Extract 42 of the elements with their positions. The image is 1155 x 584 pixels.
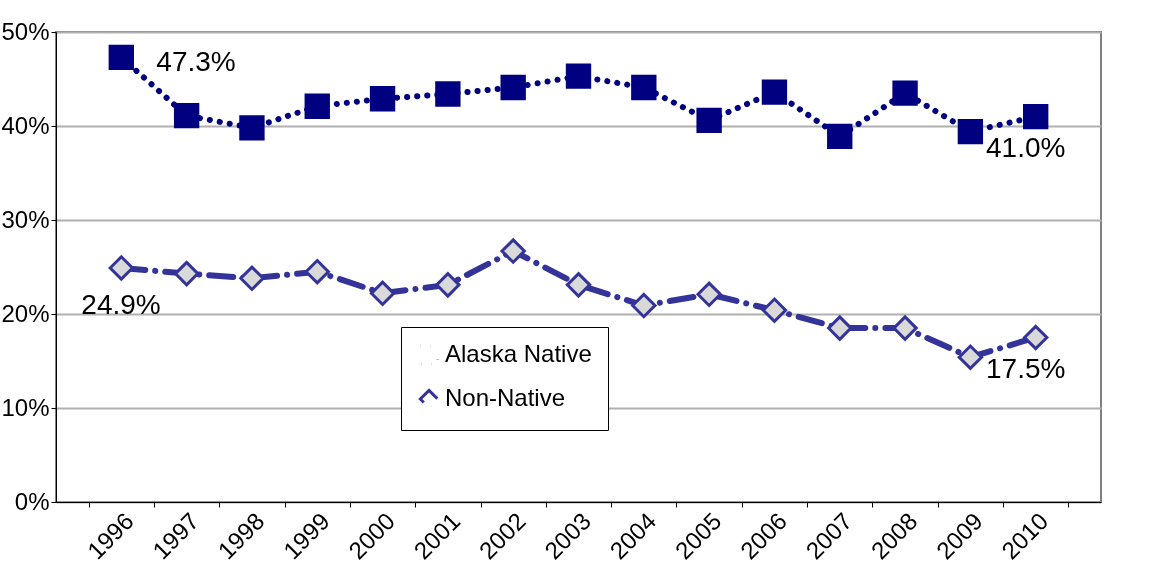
point xyxy=(631,292,657,319)
legend-label: Alaska Native xyxy=(445,340,592,367)
y-tick-label: 0% xyxy=(14,487,50,515)
y-tick-label: 20% xyxy=(1,299,50,327)
legend-label: Non-Native xyxy=(445,384,566,411)
point xyxy=(827,123,853,150)
point xyxy=(369,280,396,306)
point xyxy=(761,79,788,105)
y-tick-label: 50% xyxy=(1,17,50,45)
point xyxy=(369,86,396,112)
point xyxy=(304,93,330,119)
point xyxy=(1023,324,1049,351)
point xyxy=(435,81,461,107)
point xyxy=(173,260,200,287)
point xyxy=(827,315,853,341)
y-tick-label: 30% xyxy=(1,205,50,233)
point xyxy=(957,118,984,145)
point xyxy=(108,255,134,281)
point xyxy=(631,74,657,101)
data-label: 47.3% xyxy=(156,46,236,78)
point xyxy=(892,80,918,106)
point xyxy=(304,259,330,285)
point xyxy=(500,238,526,264)
point xyxy=(957,344,984,370)
point xyxy=(565,63,592,89)
data-label: 24.9% xyxy=(81,288,161,320)
point xyxy=(173,102,200,129)
point xyxy=(500,74,526,101)
point xyxy=(696,281,722,307)
point xyxy=(239,115,265,141)
point xyxy=(696,107,722,134)
point xyxy=(565,272,592,298)
point xyxy=(761,297,788,323)
point xyxy=(435,272,461,298)
y-tick-label: 40% xyxy=(1,111,50,139)
point xyxy=(108,44,134,71)
data-label: 17.5% xyxy=(985,352,1066,384)
y-tick-label: 10% xyxy=(1,393,50,421)
point xyxy=(239,265,265,291)
point xyxy=(892,315,918,341)
point xyxy=(1023,103,1049,130)
data-label: 41.0% xyxy=(985,131,1066,163)
